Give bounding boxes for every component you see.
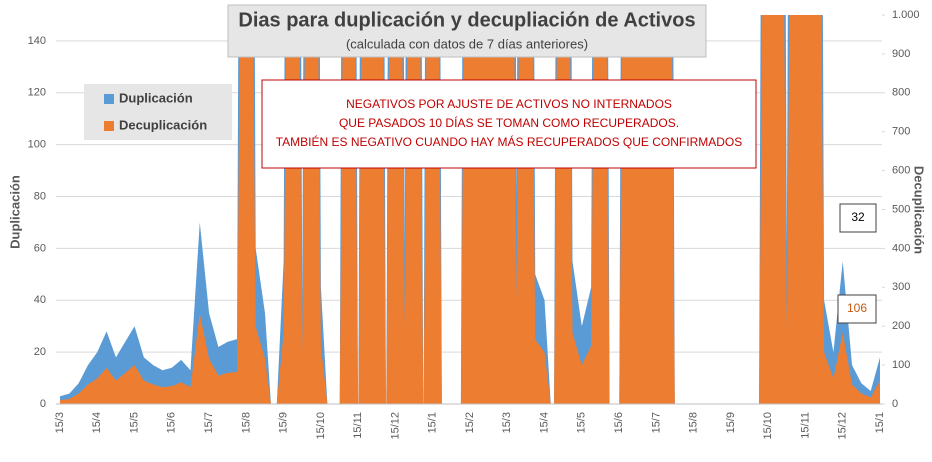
annotation-box xyxy=(839,203,877,233)
y2-tick-label: 800 xyxy=(892,87,910,99)
y-tick-label: 60 xyxy=(34,242,46,254)
annotation: 32 xyxy=(851,210,865,224)
note-line: TAMBIÉN ES NEGATIVO CUANDO HAY MÁS RECUP… xyxy=(276,134,743,149)
note-line: NEGATIVOS POR AJUSTE DE ACTIVOS NO INTER… xyxy=(346,97,672,111)
y-tick-label: 120 xyxy=(28,87,46,99)
x-tick-label: 15/4 xyxy=(538,412,550,433)
legend-swatch xyxy=(104,121,114,131)
x-tick-label: 15/10 xyxy=(315,412,327,440)
x-tick-label: 15/12 xyxy=(389,412,401,440)
y2-tick-label: 0 xyxy=(892,398,898,410)
y-tick-label: 0 xyxy=(40,398,46,410)
y-tick-label: 80 xyxy=(34,190,46,202)
x-tick-label: 15/3 xyxy=(501,412,513,433)
x-tick-label: 15/7 xyxy=(650,412,662,433)
y2-tick-label: 700 xyxy=(892,126,910,138)
y2-tick-label: 400 xyxy=(892,242,910,254)
x-tick-label: 15/11 xyxy=(352,412,364,439)
x-tick-label: 15/6 xyxy=(613,412,625,433)
area xyxy=(60,15,880,404)
y2-tick-label: 600 xyxy=(892,165,910,177)
x-tick-label: 15/8 xyxy=(240,412,252,433)
y2-tick-label: 1.000 xyxy=(892,9,920,21)
note-box xyxy=(261,79,757,169)
y2-tick-label: 300 xyxy=(892,281,910,293)
x-tick-label: 15/10 xyxy=(762,412,774,440)
y2-tick-label: 100 xyxy=(892,359,910,371)
plot: 0 20 40 60 80 100 120 140 0 100 200 300 400 500 600 700… xyxy=(28,9,920,440)
x-tick-label: 15/1 xyxy=(874,412,886,433)
y2-tick-label: 200 xyxy=(892,320,910,332)
legend-label: Duplicación xyxy=(119,90,193,105)
chart-subtitle: (calculada con datos de 7 días anteriore… xyxy=(346,36,588,51)
x-tick-label: 15/9 xyxy=(278,412,290,433)
x-tick-label: 15/12 xyxy=(837,412,849,440)
x-tick-label: 15/9 xyxy=(725,412,737,433)
y-tick-label: 40 xyxy=(34,294,46,306)
x-tick-label: 15/11 xyxy=(799,412,811,439)
y2-tick-label: 900 xyxy=(892,48,910,60)
title-box xyxy=(227,4,707,58)
x-tick-label: 15/4 xyxy=(91,412,103,433)
y-tick-label: 140 xyxy=(28,35,46,47)
y-axis-label: Duplicación xyxy=(7,175,22,249)
x-tick-label: 15/2 xyxy=(464,412,476,433)
y2-tick-label: 500 xyxy=(892,203,910,215)
x-tick-label: 15/5 xyxy=(576,412,588,433)
legend-swatch xyxy=(104,94,114,104)
chart-title: Dias para duplicación y decupliación de … xyxy=(238,9,695,31)
y-tick-label: 20 xyxy=(34,346,46,358)
x-tick-label: 15/5 xyxy=(128,412,140,433)
x-tick-label: 15/1 xyxy=(427,412,439,433)
x-tick-label: 15/3 xyxy=(54,412,66,433)
y2-axis-label: Decuplicación xyxy=(912,166,927,254)
annotation-box xyxy=(837,294,877,324)
annotation: 106 xyxy=(847,301,867,315)
note-line: QUE PASADOS 10 DÍAS SE TOMAN COMO RECUPE… xyxy=(339,115,679,130)
legend-label: Decuplicación xyxy=(119,117,207,132)
y-tick-label: 100 xyxy=(28,139,46,151)
x-tick-label: 15/7 xyxy=(203,412,215,433)
x-tick-label: 15/6 xyxy=(166,412,178,433)
x-tick-label: 15/8 xyxy=(688,412,700,433)
